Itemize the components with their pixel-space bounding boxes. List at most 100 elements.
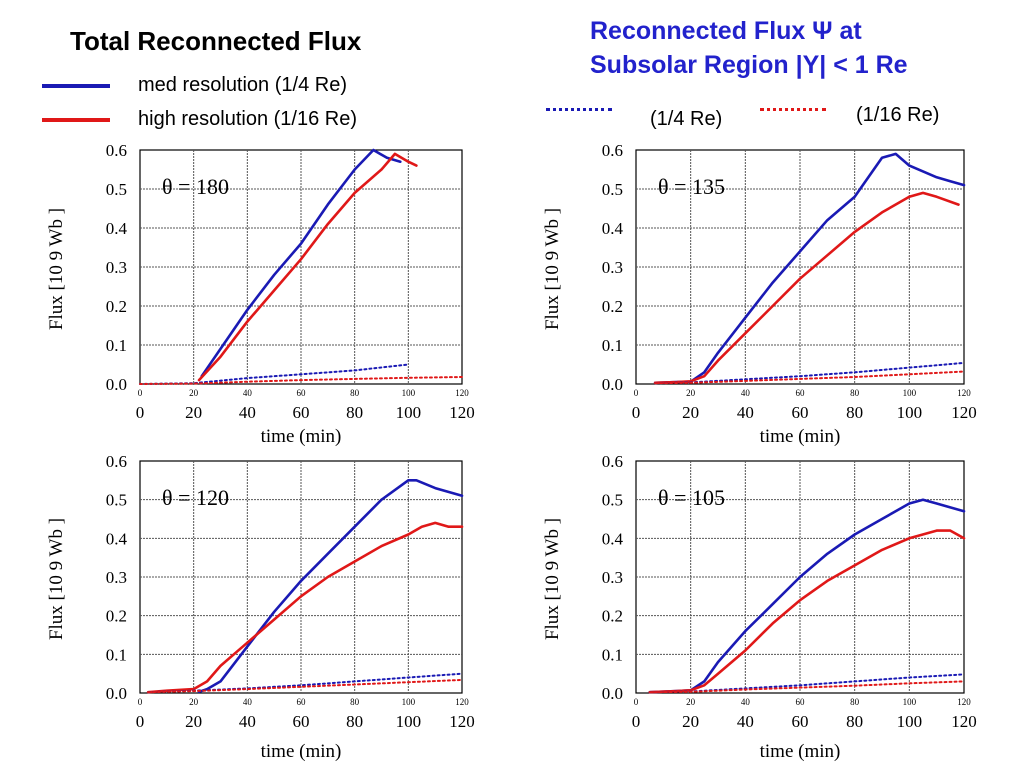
legend-dotted-swatch-high [760,108,826,111]
chart2-ytick-label: 0.4 [602,219,624,238]
chart4-xtick-label: 20 [682,712,699,731]
chart2-series-dotted-high [654,370,965,385]
chart2-ylabel: Flux [10 9 Wb ] [542,208,563,330]
chart1-xtick-label-small: 100 [402,388,416,398]
chart3-xtick-label: 20 [185,712,202,731]
chart2-series-solid-high [653,191,960,385]
chart3-series-solid-high [146,521,464,694]
chart4-xtick-label: 0 [632,712,641,731]
chart3-xtick-label-small: 100 [402,697,416,707]
chart1-xtick-label: 60 [293,403,310,422]
chart4-xtick-label-small: 120 [957,697,971,707]
chart1-ytick-label: 0.4 [106,219,128,238]
chart2-xtick-label: 100 [897,403,923,422]
chart4-theta-annotation: θ = 105 [658,485,725,510]
legend-dotted-label-med: (1/4 Re) [650,108,723,130]
chart3-ytick-label: 0.2 [106,607,127,626]
chart2-ytick-label: 0.6 [602,141,623,160]
chart2-xtick-label-small: 40 [741,388,751,398]
chart2-xtick-label-small: 0 [634,388,639,398]
chart1-ylabel: Flux [10 9 Wb ] [46,208,67,330]
chart1-xtick-label: 0 [136,403,145,422]
chart3-xtick-label: 0 [136,712,145,731]
chart1-xtick-label-small: 80 [350,388,360,398]
chart2-xtick-label-small: 80 [850,388,860,398]
chart3-xtick-label-small: 0 [138,697,143,707]
chart2-ytick-label: 0.0 [602,375,623,394]
chart3-ytick-label: 0.5 [106,491,127,510]
subsolar-title-line1: Reconnected Flux Ψ at [590,17,862,45]
chart4-ytick-label: 0.2 [602,607,623,626]
chart1-xtick-label: 20 [185,403,202,422]
chart2-series-solid-med [653,152,966,385]
chart3-theta-annotation: θ = 120 [162,485,229,510]
chart4-ytick-label: 0.6 [602,452,623,471]
chart3-xlabel: time (min) [261,741,342,762]
chart4-xtick-label: 80 [846,712,863,731]
chart3-series-solid-med [197,478,464,694]
chart4-xtick-label-small: 60 [796,697,806,707]
chart1-xtick-label-small: 120 [455,388,469,398]
chart3-ylabel: Flux [10 9 Wb ] [46,518,67,640]
chart4-xlabel: time (min) [760,741,841,762]
chart2-xtick-label-small: 100 [903,388,917,398]
chart4-xtick-label-small: 40 [741,697,751,707]
chart3-xtick-label-small: 60 [297,697,307,707]
chart3-xtick-label: 60 [293,712,310,731]
chart1-ytick-label: 0.1 [106,336,127,355]
legend-label-med: med resolution (1/4 Re) [138,74,347,96]
legend-dotted-label-high: (1/16 Re) [856,104,940,126]
legend-swatch-med [42,83,110,88]
chart2-theta-annotation: θ = 135 [658,174,725,199]
chart1-ytick-label: 0.5 [106,180,127,199]
chart3-ytick-label: 0.3 [106,568,127,587]
chart3-series-dotted-high [147,678,463,694]
chart3-xtick-label-small: 120 [455,697,469,707]
chart3-xtick-label: 40 [239,712,256,731]
chart2-xtick-label-small: 20 [686,388,696,398]
chart2-ytick-label: 0.1 [602,336,623,355]
legend-dotted-swatch-med [546,108,612,111]
chart4-ytick-label: 0.3 [602,568,623,587]
legend-item-dotted-high [760,108,826,111]
chart4-series-dotted-high [648,680,965,694]
chart1-series-dotted-high [139,376,463,385]
chart4-xtick-label-small: 20 [686,697,696,707]
chart1-xlabel: time (min) [261,426,342,447]
chart4-xtick-label: 40 [737,712,754,731]
chart1-xtick-label: 120 [449,403,475,422]
chart2-xtick-label: 20 [682,403,699,422]
chart3-ytick-label: 0.4 [106,529,128,548]
chart1-xtick-label: 40 [239,403,256,422]
chart2-xtick-label: 0 [632,403,641,422]
chart1-series-solid-high [197,152,418,382]
chart4-ytick-label: 0.4 [602,529,624,548]
chart1-xtick-label: 80 [346,403,363,422]
chart3-xtick-label-small: 20 [189,697,199,707]
chart3-ytick-label: 0.6 [106,452,127,471]
chart3-xtick-label-small: 40 [243,697,253,707]
chart1-xtick-label-small: 0 [138,388,143,398]
subsolar-title: Reconnected Flux Ψ at Subsolar Region |Y… [590,14,908,82]
legend-item-dotted-med [546,108,612,111]
chart4-ylabel: Flux [10 9 Wb ] [542,518,563,640]
chart2-ytick-label: 0.2 [602,297,623,316]
chart2-ytick-label: 0.3 [602,258,623,277]
chart2-xlabel: time (min) [760,426,841,447]
chart2-ytick-label: 0.5 [602,180,623,199]
subsolar-title-line2: Subsolar Region |Y| < 1 Re [590,51,908,79]
chart4-xtick-label: 100 [897,712,923,731]
chart1-xtick-label-small: 60 [297,388,307,398]
chart2-xtick-label: 120 [951,403,977,422]
legend-item-med: med resolution (1/4 Re) [42,74,347,97]
chart2-xtick-label: 80 [846,403,863,422]
chart3-xtick-label: 100 [396,712,422,731]
chart1-xtick-label-small: 20 [189,388,199,398]
chart4-xtick-label-small: 0 [634,697,639,707]
chart3-xtick-label: 80 [346,712,363,731]
chart4-ytick-label: 0.5 [602,491,623,510]
page-title: Total Reconnected Flux [70,26,362,56]
chart1-series-solid-med [200,148,402,378]
chart3-ytick-label: 0.0 [106,684,127,703]
